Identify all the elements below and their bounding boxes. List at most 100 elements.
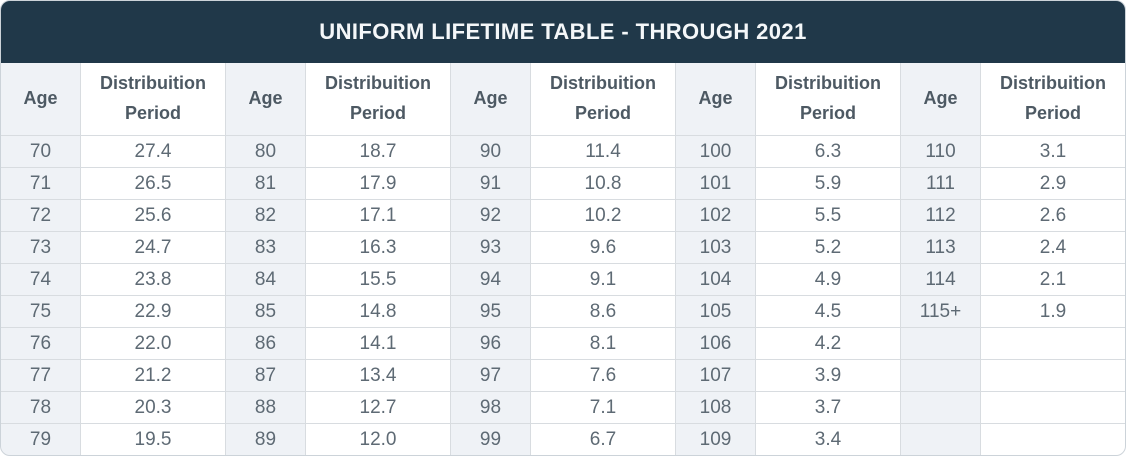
period-cell: 2.4 — [981, 232, 1125, 263]
age-cell: 112 — [901, 200, 980, 231]
age-cell: 97 — [451, 360, 530, 391]
period-cell: 20.3 — [81, 392, 225, 423]
age-cell: 92 — [451, 200, 530, 231]
period-cell: 12.0 — [306, 424, 450, 455]
period-cell: 25.6 — [81, 200, 225, 231]
period-cell: 21.2 — [81, 360, 225, 391]
period-cell: 3.4 — [756, 424, 900, 455]
age-cell: 74 — [1, 264, 80, 295]
age-cell: 76 — [1, 328, 80, 359]
age-cell: 104 — [676, 264, 755, 295]
period-cell: 12.7 — [306, 392, 450, 423]
age-cell: 108 — [676, 392, 755, 423]
period-cell: 2.9 — [981, 168, 1125, 199]
period-cell: 3.7 — [756, 392, 900, 423]
period-cell: 5.2 — [756, 232, 900, 263]
period-cell: 8.6 — [531, 296, 675, 327]
period-cell: 5.9 — [756, 168, 900, 199]
period-cell: 19.5 — [81, 424, 225, 455]
age-cell: 89 — [226, 424, 305, 455]
period-cell: 22.9 — [81, 296, 225, 327]
period-cell: 6.7 — [531, 424, 675, 455]
age-cell — [901, 424, 980, 455]
period-cell — [981, 360, 1125, 391]
age-cell: 93 — [451, 232, 530, 263]
period-cell: 14.8 — [306, 296, 450, 327]
period-cell: 18.7 — [306, 136, 450, 167]
table-title-bar: UNIFORM LIFETIME TABLE - THROUGH 2021 — [1, 1, 1125, 63]
period-header-cell: Distribuition Period — [981, 63, 1125, 135]
age-cell: 81 — [226, 168, 305, 199]
age-cell: 80 — [226, 136, 305, 167]
period-cell: 16.3 — [306, 232, 450, 263]
period-cell: 3.1 — [981, 136, 1125, 167]
age-cell: 91 — [451, 168, 530, 199]
period-cell — [981, 424, 1125, 455]
age-cell: 103 — [676, 232, 755, 263]
age-cell: 96 — [451, 328, 530, 359]
period-cell — [981, 392, 1125, 423]
age-cell: 99 — [451, 424, 530, 455]
age-cell: 105 — [676, 296, 755, 327]
age-cell — [901, 392, 980, 423]
age-cell: 79 — [1, 424, 80, 455]
period-cell: 22.0 — [81, 328, 225, 359]
period-cell: 4.9 — [756, 264, 900, 295]
age-cell: 114 — [901, 264, 980, 295]
period-cell: 10.2 — [531, 200, 675, 231]
period-cell: 8.1 — [531, 328, 675, 359]
period-cell: 9.6 — [531, 232, 675, 263]
age-cell: 90 — [451, 136, 530, 167]
period-cell: 17.1 — [306, 200, 450, 231]
period-cell: 23.8 — [81, 264, 225, 295]
age-cell: 113 — [901, 232, 980, 263]
age-cell: 84 — [226, 264, 305, 295]
age-cell: 94 — [451, 264, 530, 295]
age-cell: 83 — [226, 232, 305, 263]
period-cell: 3.9 — [756, 360, 900, 391]
period-cell: 13.4 — [306, 360, 450, 391]
period-cell: 27.4 — [81, 136, 225, 167]
age-cell: 102 — [676, 200, 755, 231]
age-cell: 73 — [1, 232, 80, 263]
age-header-cell: Age — [226, 63, 305, 135]
period-cell: 5.5 — [756, 200, 900, 231]
table-grid: Age Distribuition Period Age Distribuition … — [1, 63, 1125, 455]
age-cell: 87 — [226, 360, 305, 391]
table-title: UNIFORM LIFETIME TABLE - THROUGH 2021 — [319, 19, 807, 44]
age-cell: 98 — [451, 392, 530, 423]
age-header-cell: Age — [901, 63, 980, 135]
age-cell: 111 — [901, 168, 980, 199]
age-cell: 110 — [901, 136, 980, 167]
period-cell: 4.2 — [756, 328, 900, 359]
period-cell: 9.1 — [531, 264, 675, 295]
period-cell: 10.8 — [531, 168, 675, 199]
age-cell: 115+ — [901, 296, 980, 327]
age-cell: 100 — [676, 136, 755, 167]
age-header-cell: Age — [451, 63, 530, 135]
period-header-cell: Distribuition Period — [81, 63, 225, 135]
period-cell: 14.1 — [306, 328, 450, 359]
period-cell — [981, 328, 1125, 359]
age-header-cell: Age — [1, 63, 80, 135]
age-cell — [901, 360, 980, 391]
period-cell: 11.4 — [531, 136, 675, 167]
age-cell: 109 — [676, 424, 755, 455]
age-cell: 106 — [676, 328, 755, 359]
period-cell: 7.1 — [531, 392, 675, 423]
period-cell: 7.6 — [531, 360, 675, 391]
period-cell: 1.9 — [981, 296, 1125, 327]
age-cell: 107 — [676, 360, 755, 391]
age-cell: 75 — [1, 296, 80, 327]
age-cell: 71 — [1, 168, 80, 199]
age-cell — [901, 328, 980, 359]
period-cell: 6.3 — [756, 136, 900, 167]
period-cell: 26.5 — [81, 168, 225, 199]
age-cell: 88 — [226, 392, 305, 423]
age-cell: 82 — [226, 200, 305, 231]
age-header-cell: Age — [676, 63, 755, 135]
period-cell: 15.5 — [306, 264, 450, 295]
period-cell: 2.6 — [981, 200, 1125, 231]
age-cell: 70 — [1, 136, 80, 167]
